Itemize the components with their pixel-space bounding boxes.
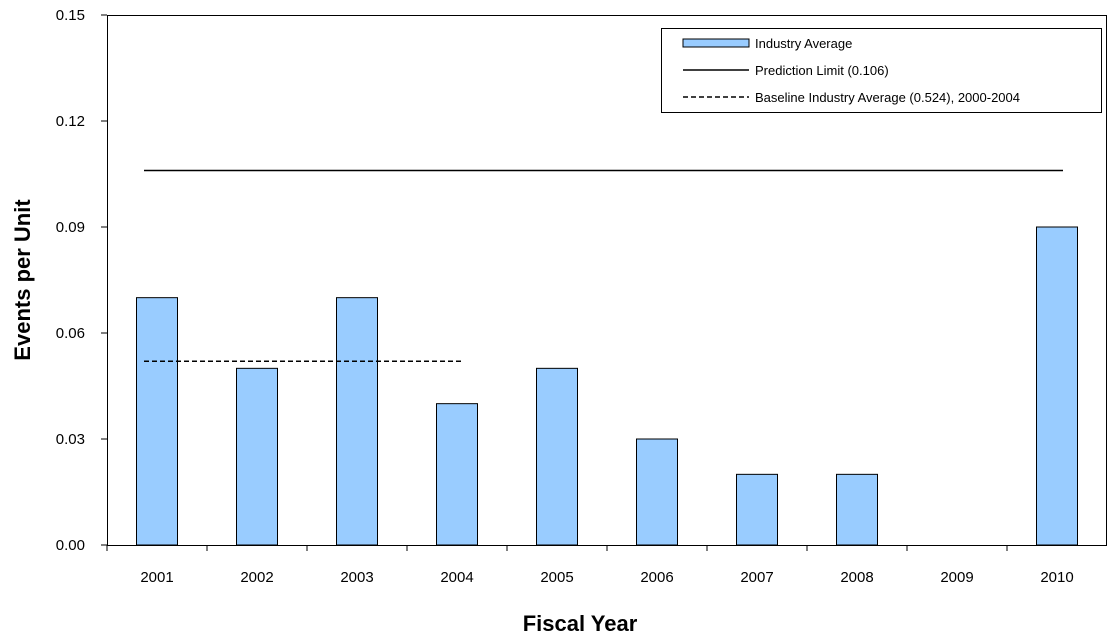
y-tick-label: 0.15	[56, 7, 85, 24]
x-tick-label: 2008	[840, 569, 873, 586]
bar-2004	[436, 403, 478, 546]
bar-2010	[1036, 226, 1078, 546]
legend: Industry Average Prediction Limit (0.106)…	[661, 28, 1102, 113]
bar-2003	[336, 297, 378, 546]
legend-label: Baseline Industry Average (0.524), 2000-…	[755, 90, 1020, 105]
y-tick-label: 0.00	[56, 537, 85, 554]
y-tick-label: 0.06	[56, 325, 85, 342]
y-tick-label: 0.03	[56, 431, 85, 448]
legend-swatch-bar	[682, 38, 750, 48]
x-tick-label: 2009	[940, 569, 973, 586]
x-tick-label: 2001	[140, 569, 173, 586]
legend-label: Prediction Limit (0.106)	[755, 63, 889, 78]
bar-2007	[736, 473, 778, 546]
x-tick-label: 2006	[640, 569, 673, 586]
x-tick-label: 2002	[240, 569, 273, 586]
x-tick-label: 2003	[340, 569, 373, 586]
bar-2005	[536, 367, 578, 546]
y-axis-title: Events per Unit	[10, 199, 35, 361]
y-tick-label: 0.12	[56, 113, 85, 130]
x-tick-label: 2007	[740, 569, 773, 586]
x-axis-title: Fiscal Year	[523, 611, 638, 636]
x-tick-label: 2004	[440, 569, 473, 586]
bar-2006	[636, 438, 678, 546]
y-tick-label: 0.09	[56, 219, 85, 236]
bar-2008	[836, 473, 878, 546]
x-tick-label: 2005	[540, 569, 573, 586]
x-tick-label: 2010	[1040, 569, 1073, 586]
bar-2001	[136, 297, 178, 546]
legend-label: Industry Average	[755, 36, 852, 51]
bar-2002	[236, 367, 278, 546]
